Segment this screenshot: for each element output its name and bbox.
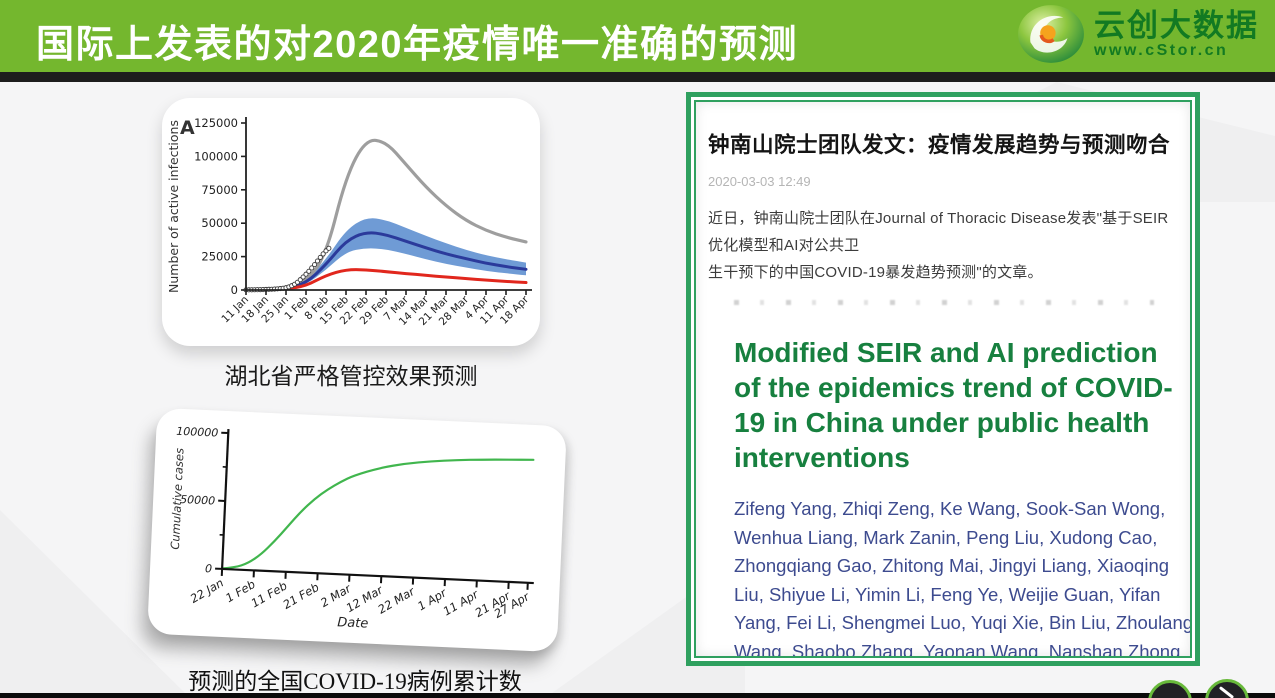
svg-text:50000: 50000: [180, 493, 216, 508]
svg-text:0: 0: [205, 562, 213, 575]
paper-title: Modified SEIR and AI prediction of the e…: [734, 337, 1173, 473]
svg-text:75000: 75000: [201, 183, 238, 197]
svg-text:25000: 25000: [201, 250, 238, 264]
blurred-text-line: [734, 300, 1154, 305]
next-slide-button[interactable]: [1205, 679, 1249, 698]
article-timestamp: 2020-03-03 12:49: [708, 174, 811, 189]
svg-text:Cumulative cases: Cumulative cases: [168, 448, 187, 550]
hubei-chart-caption: 湖北省严格管控效果预测: [224, 363, 478, 389]
svg-text:100000: 100000: [194, 149, 238, 163]
svg-text:Number of active infections: Number of active infections: [166, 120, 181, 293]
company-logo: 云创大数据 www.cStor.cn: [1016, 3, 1259, 65]
header-divider: [0, 72, 1275, 82]
paper-authors: Zifeng Yang, Zhiqi Zeng, Ke Wang, Sook-S…: [734, 498, 1192, 658]
svg-text:22 Jan: 22 Jan: [188, 576, 226, 606]
svg-text:0: 0: [231, 283, 238, 297]
header-bar: 国际上发表的对2020年疫情唯一准确的预测 云创大数据 www.cStor.cn: [0, 0, 1275, 72]
article-panel: 钟南山院士团队发文：疫情发展趋势与预测吻合 2020-03-03 12:49 近…: [686, 92, 1200, 666]
hubei-forecast-chart-card: 0 25000 50000 75000 100000 125000 11 Jan 18 Jan…: [162, 98, 540, 346]
national-forecast-chart-card: 0 50000 100000 22 Jan 1 Feb 11 Feb 21 Feb 2 Mar…: [147, 407, 567, 653]
slide-title: 国际上发表的对2020年疫情唯一准确的预测: [36, 24, 799, 66]
logo-website: www.cStor.cn: [1094, 41, 1229, 59]
svg-text:Date: Date: [337, 615, 369, 631]
svg-text:22 Mar: 22 Mar: [375, 584, 418, 617]
article-body: 近日，钟南山院士团队在Journal of Thoracic Disease发表…: [708, 210, 1169, 281]
logo-text: 云创大数据 www.cStor.cn: [1094, 10, 1259, 59]
svg-text:100000: 100000: [176, 425, 219, 440]
prev-slide-button[interactable]: [1148, 680, 1192, 698]
logo-company-name: 云创大数据: [1094, 7, 1259, 43]
svg-text:50000: 50000: [201, 216, 238, 230]
slide-bottom-bar: [0, 693, 1275, 698]
article-title: 钟南山院士团队发文：疫情发展趋势与预测吻合: [708, 133, 1171, 157]
logo-swirl-icon: [1018, 5, 1084, 63]
national-chart-caption: 预测的全国COVID-19病例累计数: [188, 669, 522, 694]
article-content: 钟南山院士团队发文：疫情发展趋势与预测吻合 2020-03-03 12:49 近…: [694, 100, 1192, 658]
svg-text:A: A: [180, 117, 195, 139]
next-arrow-icon: [1218, 686, 1235, 698]
svg-text:125000: 125000: [194, 116, 238, 130]
svg-text:21 Feb: 21 Feb: [280, 580, 321, 612]
